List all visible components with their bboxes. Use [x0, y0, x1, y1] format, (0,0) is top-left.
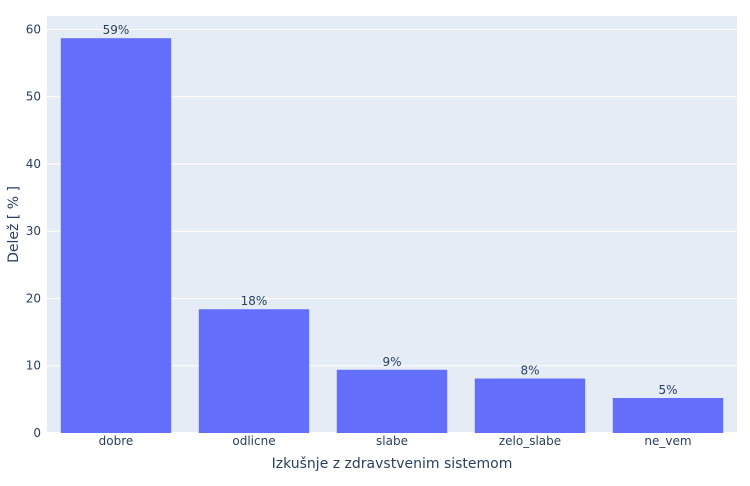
y-tick-label: 50 [26, 90, 41, 104]
y-axis-ticks: 0 10 20 30 40 50 60 [26, 22, 41, 440]
data-label: 5% [658, 383, 677, 397]
x-tick-label: zelo_slabe [499, 434, 561, 448]
x-tick-label: dobre [99, 434, 134, 448]
x-axis-title: Izkušnje z zdravstvenim sistemom [272, 456, 513, 472]
y-tick-label: 0 [33, 426, 41, 440]
bars [60, 38, 724, 433]
data-label: 59% [103, 23, 130, 37]
data-label: 8% [520, 364, 539, 378]
y-tick-label: 60 [26, 22, 41, 36]
x-tick-label: slabe [376, 434, 408, 448]
bar-odlicne [198, 309, 310, 433]
bar-zelo_slabe [474, 378, 586, 433]
bar-ne_vem [612, 398, 724, 433]
data-labels: 59% 18% 9% 8% 5% [103, 23, 678, 397]
x-tick-label: odlicne [232, 434, 275, 448]
y-tick-label: 30 [26, 224, 41, 238]
x-tick-label: ne_vem [644, 434, 691, 448]
y-tick-label: 10 [26, 359, 41, 373]
data-label: 18% [241, 294, 268, 308]
bar-dobre [60, 38, 172, 433]
data-label: 9% [382, 355, 401, 369]
y-tick-label: 20 [26, 291, 41, 305]
y-tick-label: 40 [26, 157, 41, 171]
bar-slabe [336, 369, 448, 433]
x-axis-ticks: dobre odlicne slabe zelo_slabe ne_vem [99, 434, 692, 448]
y-axis-title: Delež [ % ] [6, 186, 22, 263]
